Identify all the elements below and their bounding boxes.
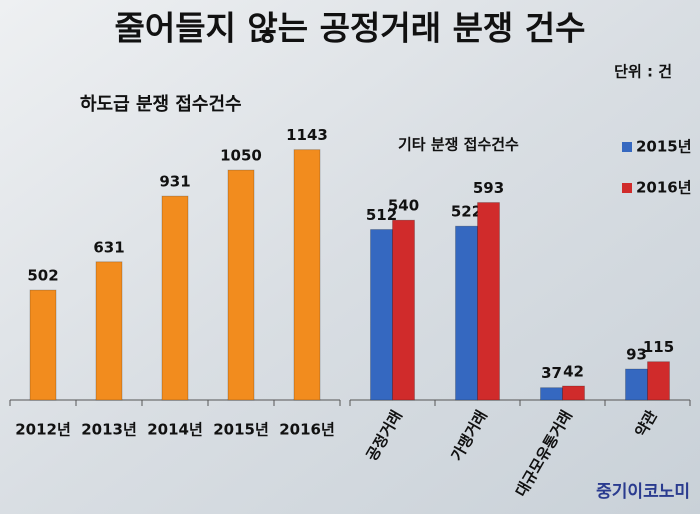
bar	[227, 169, 255, 401]
legend-label: 2015년	[636, 138, 692, 156]
bar	[562, 385, 585, 401]
x-tick-label: 2012년	[15, 421, 71, 439]
chart-title: 하도급 분쟁 접수건수	[80, 94, 242, 115]
data-label: 931	[159, 173, 190, 191]
data-label: 42	[563, 363, 584, 381]
data-label: 512	[366, 206, 397, 224]
x-tick-label: 2015년	[213, 421, 269, 439]
bar	[293, 149, 321, 401]
data-label: 115	[643, 338, 674, 356]
unit-label: 단위 : 건	[614, 63, 672, 81]
chart-title: 기타 분쟁 접수건수	[398, 136, 519, 154]
bar	[625, 368, 648, 401]
x-tick-label: 2014년	[147, 421, 203, 439]
bar	[370, 229, 393, 401]
bar	[540, 387, 563, 401]
bar	[647, 361, 670, 401]
x-tick-label: 2013년	[81, 421, 137, 439]
bar	[455, 225, 478, 401]
bar	[161, 195, 189, 401]
data-label: 593	[473, 179, 504, 197]
bar	[95, 261, 123, 401]
x-tick-label: 2016년	[279, 421, 335, 439]
legend-label: 2016년	[636, 179, 692, 197]
data-label: 1143	[286, 126, 328, 144]
data-label: 1050	[220, 147, 262, 165]
data-label: 93	[626, 346, 647, 364]
bar	[29, 289, 57, 401]
bar	[477, 202, 500, 401]
bar	[392, 219, 415, 401]
data-label: 522	[451, 203, 482, 221]
legend-swatch	[622, 183, 632, 193]
data-label: 540	[388, 197, 419, 215]
data-label: 37	[541, 364, 562, 382]
data-label: 631	[93, 238, 124, 256]
source: 중기이코노미	[596, 482, 690, 502]
data-label: 502	[27, 267, 58, 285]
page-title: 줄어들지 않는 공정거래 분쟁 건수	[115, 9, 586, 48]
legend-swatch	[622, 142, 632, 152]
